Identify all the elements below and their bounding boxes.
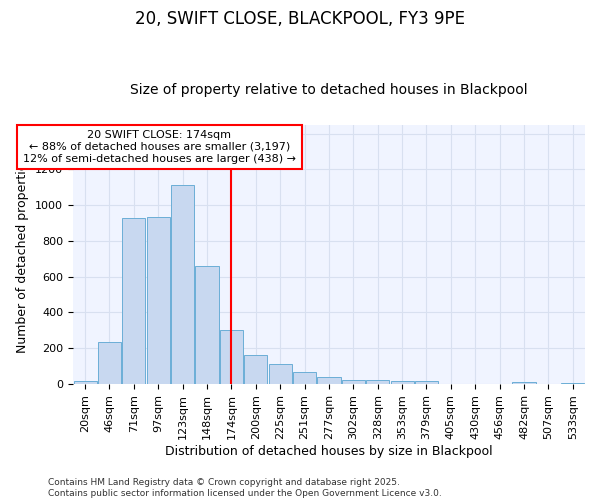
Bar <box>171 184 194 384</box>
Text: 20, SWIFT CLOSE, BLACKPOOL, FY3 9PE: 20, SWIFT CLOSE, BLACKPOOL, FY3 9PE <box>135 10 465 28</box>
Title: Size of property relative to detached houses in Blackpool: Size of property relative to detached ho… <box>130 83 528 97</box>
Bar <box>415 382 438 384</box>
Bar <box>98 342 121 384</box>
Bar <box>146 216 170 384</box>
Bar <box>293 372 316 384</box>
Bar <box>561 383 584 384</box>
Text: 20 SWIFT CLOSE: 174sqm
← 88% of detached houses are smaller (3,197)
12% of semi-: 20 SWIFT CLOSE: 174sqm ← 88% of detached… <box>23 130 296 164</box>
X-axis label: Distribution of detached houses by size in Blackpool: Distribution of detached houses by size … <box>165 444 493 458</box>
Bar <box>317 376 341 384</box>
Bar <box>220 330 243 384</box>
Bar <box>74 382 97 384</box>
Bar <box>391 380 413 384</box>
Bar <box>196 266 218 384</box>
Bar <box>122 218 145 384</box>
Bar <box>366 380 389 384</box>
Bar <box>244 356 268 384</box>
Bar <box>342 380 365 384</box>
Bar <box>512 382 536 384</box>
Y-axis label: Number of detached properties: Number of detached properties <box>16 156 29 353</box>
Bar <box>269 364 292 384</box>
Text: Contains HM Land Registry data © Crown copyright and database right 2025.
Contai: Contains HM Land Registry data © Crown c… <box>48 478 442 498</box>
